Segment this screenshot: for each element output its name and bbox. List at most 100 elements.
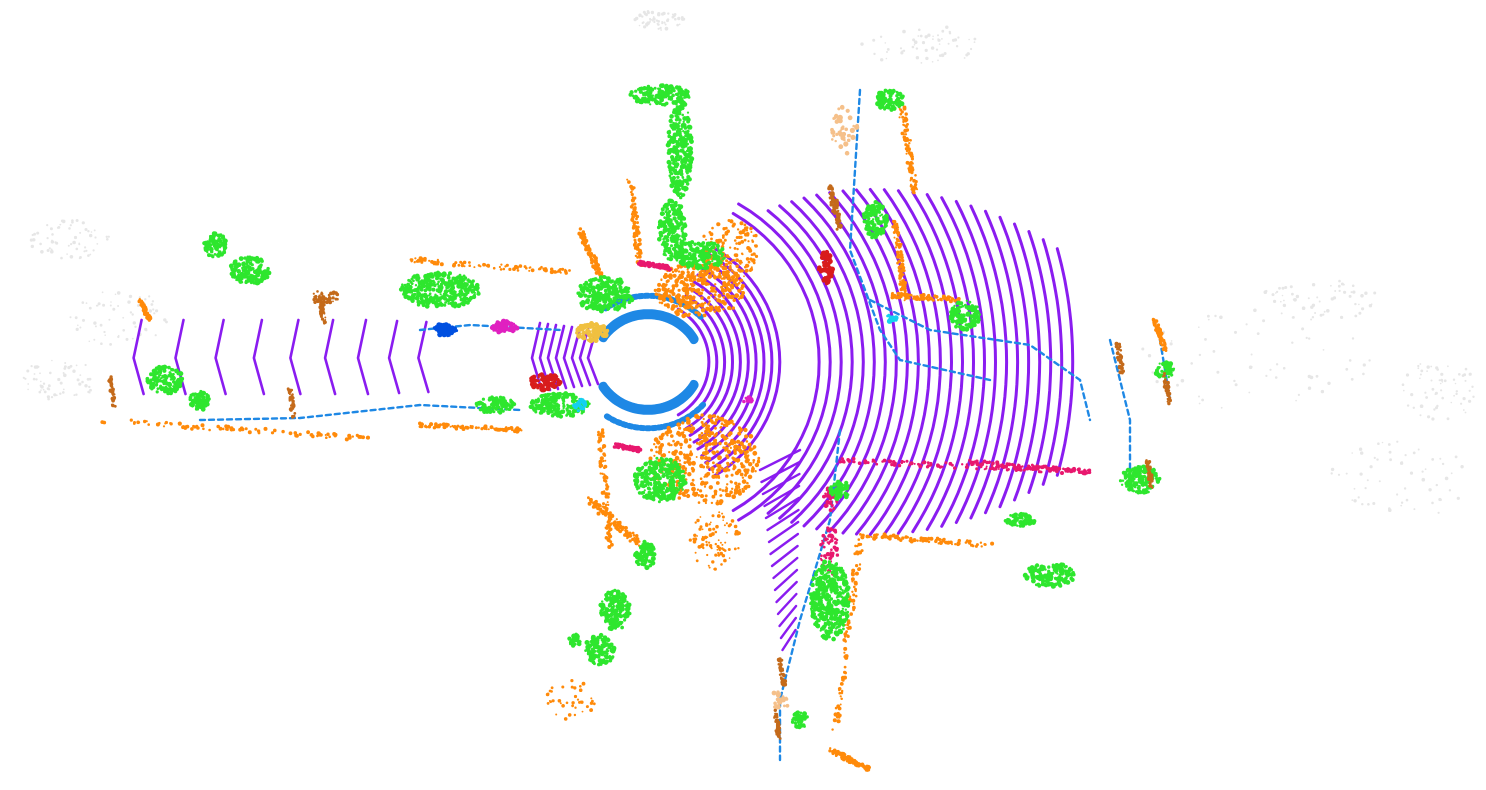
road-scanline	[764, 496, 800, 520]
unlabeled-cluster	[633, 10, 686, 31]
road-scanline	[802, 196, 876, 528]
pole-trunk	[773, 708, 782, 740]
building-wall	[137, 298, 153, 322]
road-scanline	[855, 188, 920, 536]
road-scanline	[692, 280, 742, 444]
vegetation-cluster	[808, 559, 851, 642]
road-scanline	[554, 324, 568, 390]
vegetation-cluster	[1022, 562, 1076, 589]
parking-layer	[612, 259, 1092, 576]
road-scanline	[767, 520, 800, 544]
truck-object	[575, 321, 610, 344]
road-scanline	[778, 204, 854, 520]
pole-trunk	[1144, 459, 1154, 489]
building-wall	[418, 421, 523, 434]
vegetation-cluster	[398, 270, 481, 309]
building-layer	[100, 98, 1168, 772]
sidewalk-line	[1108, 338, 1132, 472]
road-scanline	[769, 532, 800, 556]
unlabeled-cluster	[22, 359, 92, 401]
road-scanline	[779, 616, 797, 640]
vegetation-cluster	[228, 255, 272, 286]
other-ground-object	[771, 690, 790, 710]
vegetation-cluster	[567, 632, 582, 648]
road-scanline	[954, 200, 998, 524]
road-scanline	[925, 193, 976, 531]
building-wall	[831, 538, 864, 731]
vegetation-cluster	[948, 299, 981, 332]
road-scanline	[214, 318, 227, 396]
building-wall	[577, 227, 604, 278]
road-scanline	[778, 604, 798, 628]
bicycle-object	[816, 249, 836, 286]
road-scanline	[882, 188, 942, 536]
unlabeled-cluster	[1330, 440, 1464, 514]
building-wall	[1151, 317, 1168, 352]
road-scanline	[760, 460, 801, 484]
bicycle-object	[529, 372, 563, 393]
other-ground-object	[830, 104, 860, 156]
vegetation-cluster	[628, 83, 691, 107]
unlabeled-cluster	[860, 25, 977, 64]
building-wall	[890, 291, 961, 304]
building-wall	[895, 98, 919, 195]
road-scanline	[712, 246, 782, 478]
building-wall	[891, 219, 909, 302]
building-facade	[688, 511, 741, 571]
unlabeled-cluster	[29, 219, 110, 260]
road-scanline	[562, 325, 576, 389]
dynamic-objects-layer	[432, 104, 899, 710]
road-scanline	[781, 628, 797, 652]
road-scanline	[387, 319, 401, 395]
person-object	[742, 395, 754, 404]
road-scanline	[356, 318, 370, 396]
building-wall	[626, 178, 644, 267]
building-wall	[859, 532, 995, 548]
vegetation-cluster	[1118, 464, 1162, 495]
road-scanline	[828, 191, 898, 533]
road-scanline	[766, 508, 800, 532]
road-scanline	[940, 196, 987, 528]
vegetation-cluster	[188, 389, 211, 412]
sidewalk-line	[198, 403, 522, 422]
vegetation-cluster	[474, 395, 517, 415]
road-scanline	[252, 318, 266, 396]
parking-strip	[636, 259, 673, 272]
road-scanline	[815, 193, 887, 531]
pole-trunk	[312, 290, 340, 307]
road-scanline	[676, 307, 711, 417]
sidewalk-line	[848, 88, 992, 382]
vegetation-cluster	[598, 588, 632, 632]
road-scanline	[896, 189, 954, 535]
road-scanline	[684, 294, 727, 430]
building-wall	[828, 747, 871, 772]
road-scanline	[790, 200, 865, 524]
road-scanline	[289, 318, 302, 396]
road-scanline	[1013, 222, 1042, 502]
road-scanline	[772, 556, 799, 580]
unlabeled-cluster	[1401, 363, 1475, 421]
vegetation-cluster	[633, 539, 657, 571]
pole-trunk	[1114, 341, 1126, 375]
building-facade	[545, 679, 596, 721]
sidewalk-line	[868, 298, 1092, 422]
road-scanline	[998, 215, 1031, 509]
parking-strip	[838, 456, 1092, 475]
pole-trunk	[776, 657, 788, 687]
person-object	[489, 318, 520, 335]
building-wall	[597, 428, 614, 549]
vegetation-cluster	[145, 364, 185, 396]
sidewalk-line	[418, 323, 562, 332]
vegetation-layer	[145, 83, 1176, 730]
ego-vehicle-gap	[600, 320, 696, 404]
sidewalk-ring	[598, 309, 699, 345]
parking-strip	[968, 458, 1092, 476]
pole-trunk	[107, 375, 117, 408]
vegetation-cluster	[576, 275, 635, 314]
vegetation-cluster	[875, 88, 905, 112]
vegetation-cluster	[202, 231, 228, 259]
road-scanlines-layer	[132, 188, 1075, 652]
parking-strip	[612, 442, 643, 454]
vegetation-cluster	[656, 198, 688, 262]
building-facade	[653, 262, 746, 319]
